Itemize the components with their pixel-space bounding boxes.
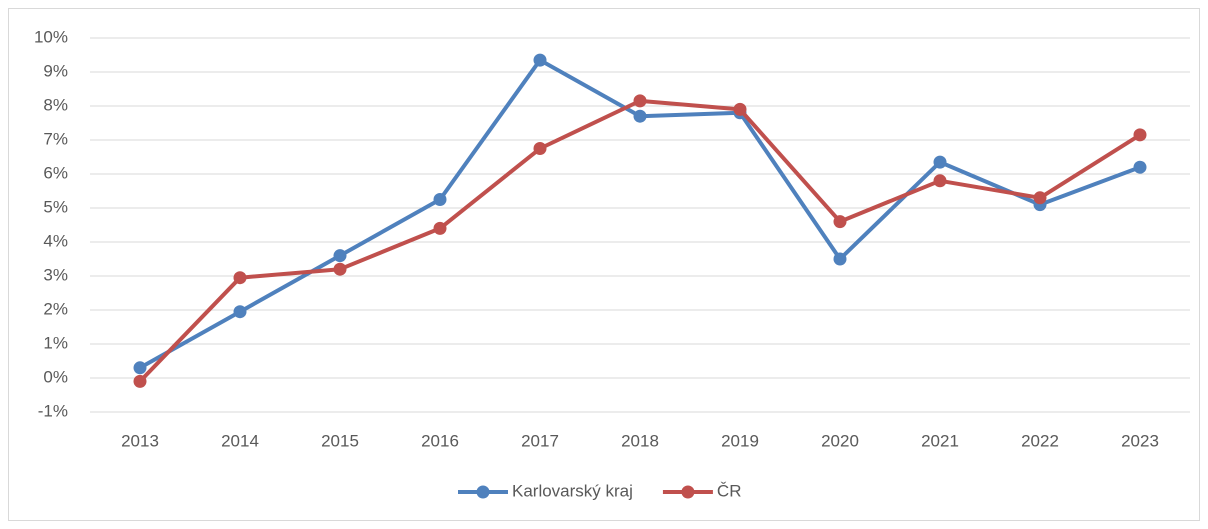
data-point xyxy=(633,109,647,123)
legend-marker xyxy=(476,485,490,499)
y-tick-label: 8% xyxy=(43,95,68,114)
data-point xyxy=(1133,128,1147,142)
legend-label: ČR xyxy=(717,481,742,500)
x-tick-label: 2023 xyxy=(1121,431,1159,450)
y-tick-label: 6% xyxy=(43,163,68,182)
data-point xyxy=(333,249,347,263)
data-point xyxy=(233,305,247,319)
data-point xyxy=(833,252,847,266)
y-tick-label: -1% xyxy=(38,401,68,420)
data-point xyxy=(433,221,447,235)
data-point xyxy=(933,174,947,188)
y-tick-label: 4% xyxy=(43,231,68,250)
y-tick-label: 2% xyxy=(43,299,68,318)
data-point xyxy=(433,193,447,206)
y-tick-label: 0% xyxy=(43,367,68,386)
data-point xyxy=(533,53,547,67)
y-tick-label: 1% xyxy=(43,333,68,352)
y-tick-label: 5% xyxy=(43,197,68,216)
x-tick-label: 2017 xyxy=(521,431,559,450)
x-tick-label: 2015 xyxy=(321,431,359,450)
data-point xyxy=(833,215,847,229)
data-point xyxy=(333,262,347,276)
x-tick-label: 2016 xyxy=(421,431,459,450)
legend-label: Karlovarský kraj xyxy=(512,481,633,500)
x-tick-label: 2020 xyxy=(821,431,859,450)
x-tick-label: 2022 xyxy=(1021,431,1059,450)
y-tick-label: 7% xyxy=(43,129,68,148)
x-tick-label: 2019 xyxy=(721,431,759,450)
x-tick-label: 2021 xyxy=(921,431,959,450)
data-point xyxy=(933,155,947,169)
legend-marker xyxy=(681,485,695,499)
data-point xyxy=(133,361,147,375)
data-point xyxy=(633,94,647,108)
data-point xyxy=(1033,191,1047,205)
x-tick-label: 2018 xyxy=(621,431,659,450)
data-point xyxy=(533,142,547,155)
y-tick-label: 9% xyxy=(43,61,68,80)
x-tick-label: 2014 xyxy=(221,431,259,450)
y-tick-label: 10% xyxy=(34,27,68,46)
data-point xyxy=(733,102,747,116)
data-point xyxy=(233,271,247,285)
x-tick-label: 2013 xyxy=(121,431,159,450)
data-point xyxy=(133,374,147,388)
data-point xyxy=(1133,160,1147,174)
y-tick-label: 3% xyxy=(43,265,68,284)
